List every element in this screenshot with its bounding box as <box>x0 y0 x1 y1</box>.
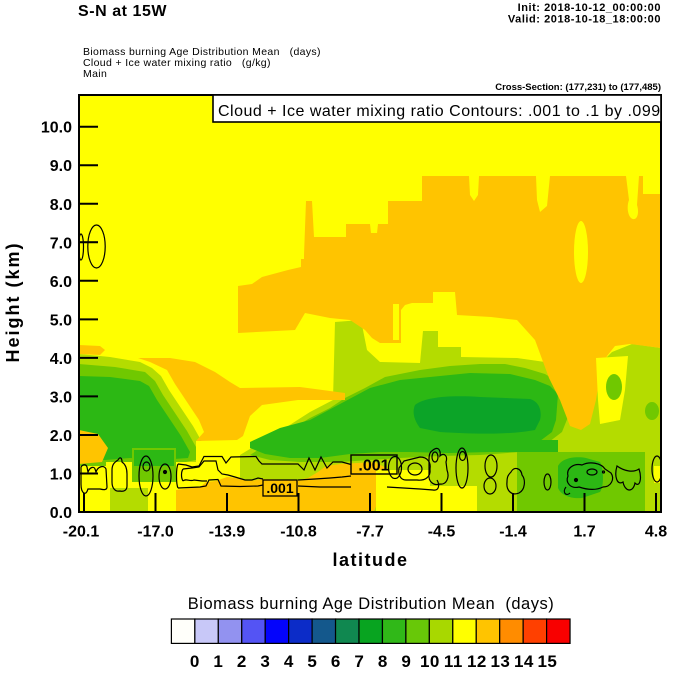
svg-text:-7.7: -7.7 <box>356 524 384 541</box>
svg-text:7.0: 7.0 <box>50 235 72 252</box>
svg-text:-13.9: -13.9 <box>209 524 246 541</box>
svg-text:Biomass burning Age Distributi: Biomass burning Age Distribution Mean (d… <box>83 46 321 58</box>
svg-text:0: 0 <box>190 652 200 668</box>
svg-text:2.0: 2.0 <box>50 428 72 445</box>
svg-text:1.0: 1.0 <box>50 467 72 484</box>
svg-text:Biomass burning Age Distributi: Biomass burning Age Distribution Mean (d… <box>188 595 554 613</box>
svg-text:11: 11 <box>444 652 463 668</box>
svg-text:3.0: 3.0 <box>50 389 72 406</box>
svg-text:7: 7 <box>354 652 364 668</box>
svg-text:6: 6 <box>331 652 341 668</box>
svg-text:4.0: 4.0 <box>50 351 72 368</box>
svg-text:Valid: 2018-10-18_18:00:00: Valid: 2018-10-18_18:00:00 <box>508 14 661 26</box>
svg-text:1.7: 1.7 <box>573 524 595 541</box>
svg-text:10: 10 <box>420 652 440 668</box>
svg-text:Cloud + Ice water mixing ratio: Cloud + Ice water mixing ratio Contours:… <box>218 103 661 120</box>
svg-text:-17.0: -17.0 <box>137 524 174 541</box>
svg-text:15: 15 <box>537 652 557 668</box>
svg-text:Cross-Section: (177,231) to (1: Cross-Section: (177,231) to (177,485) <box>495 82 661 93</box>
svg-text:-20.1: -20.1 <box>63 524 100 541</box>
svg-text:latitude: latitude <box>332 550 408 570</box>
svg-text:8.0: 8.0 <box>50 197 72 214</box>
svg-text:S-N at 15W: S-N at 15W <box>78 3 167 20</box>
svg-text:Height (km): Height (km) <box>3 242 23 363</box>
svg-text:.001: .001 <box>266 480 293 496</box>
svg-text:14: 14 <box>514 652 534 668</box>
svg-text:9: 9 <box>401 652 411 668</box>
svg-text:-4.5: -4.5 <box>428 524 456 541</box>
svg-text:-10.8: -10.8 <box>280 524 317 541</box>
svg-text:Init: 2018-10-12_00:00:00: Init: 2018-10-12_00:00:00 <box>518 2 661 14</box>
svg-text:4: 4 <box>284 652 294 668</box>
svg-text:Main: Main <box>83 68 107 80</box>
svg-text:9.0: 9.0 <box>50 158 72 175</box>
svg-text:2: 2 <box>237 652 247 668</box>
svg-text:5.0: 5.0 <box>50 312 72 329</box>
svg-text:8: 8 <box>378 652 388 668</box>
svg-text:12: 12 <box>467 652 487 668</box>
svg-text:6.0: 6.0 <box>50 274 72 291</box>
svg-text:-1.4: -1.4 <box>499 524 527 541</box>
svg-text:10.0: 10.0 <box>41 120 72 137</box>
svg-text:0.0: 0.0 <box>50 505 72 522</box>
svg-text:4.8: 4.8 <box>645 524 667 541</box>
svg-text:13: 13 <box>490 652 510 668</box>
svg-text:Cloud + Ice water mixing ratio: Cloud + Ice water mixing ratio (g/kg) <box>83 57 271 69</box>
svg-text:.001: .001 <box>358 458 389 475</box>
svg-text:5: 5 <box>307 652 317 668</box>
svg-text:1: 1 <box>213 652 223 668</box>
svg-text:3: 3 <box>260 652 270 668</box>
